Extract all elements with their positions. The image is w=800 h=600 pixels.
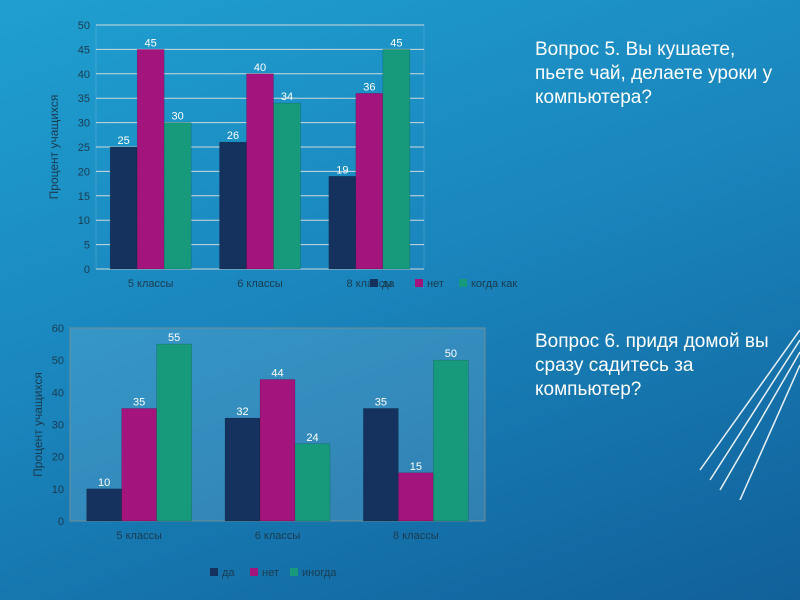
c1-y-tick-label: 0: [84, 264, 90, 276]
c2-y-tick-label: 50: [52, 355, 64, 367]
chart-question-6: 0 10 20 30 40 50 60 Процент учащихся 10 35 55 5 кла…: [30, 318, 510, 588]
c2-bar: [121, 408, 157, 522]
c1-bar: [273, 102, 301, 270]
c2-bar: [86, 488, 122, 522]
c1-y-tick-label: 45: [78, 44, 90, 56]
c2-y-tick-label: 0: [58, 516, 64, 528]
c1-y-axis-label: Процент учащихся: [47, 95, 61, 200]
c2-bar-value-label: 50: [445, 348, 457, 360]
c1-y-tick-label: 5: [84, 240, 90, 252]
c1-x-tick-label: 8 классы: [347, 278, 393, 290]
c2-legend-swatch: [210, 568, 218, 576]
c1-bar-value-label: 34: [281, 91, 293, 103]
c1-bar-value-label: 45: [145, 37, 157, 49]
c1-bar: [219, 141, 247, 270]
chart-question-5-svg: 0 5 10 15 20 25 30 35 40 45 50 Процент учащихся 25 45…: [47, 20, 517, 290]
c1-legend-swatch: [415, 279, 423, 287]
c1-bar-value-label: 19: [336, 164, 348, 176]
c1-legend-swatch: [459, 279, 467, 287]
c1-legend-swatch: [370, 279, 378, 287]
c2-y-axis-label: Процент учащихся: [31, 372, 45, 477]
c1-y-tick-label: 35: [78, 93, 90, 105]
c1-bar-value-label: 40: [254, 62, 266, 74]
c2-bar-value-label: 24: [306, 432, 318, 444]
c2-bar-value-label: 44: [271, 367, 283, 379]
c2-bar: [398, 472, 434, 522]
c2-bar: [294, 443, 331, 522]
c1-bar: [163, 122, 192, 270]
c1-bar-value-label: 25: [118, 135, 130, 147]
c2-y-tick-label: 10: [52, 484, 64, 496]
c1-legend-label: нет: [427, 278, 444, 290]
c1-legend-label: когда как: [471, 278, 517, 290]
c2-x-tick-label: 8 классы: [393, 530, 439, 542]
c1-bar: [382, 49, 411, 270]
c1-y-tick-label: 25: [78, 142, 90, 154]
chart-question-6-svg: 0 10 20 30 40 50 60 Процент учащихся 10 35 55 5 кла…: [31, 323, 486, 579]
decorative-lines: [699, 330, 800, 500]
c2-bar-value-label: 10: [98, 477, 110, 489]
c2-bar-value-label: 35: [375, 396, 387, 408]
c2-legend-swatch: [290, 568, 298, 576]
c1-y-tick-label: 20: [78, 166, 90, 178]
question-6-text: Вопрос 6. придя домой вы сразу садитесь …: [535, 331, 769, 400]
c1-bar-value-label: 26: [227, 130, 239, 142]
c1-y-tick-label: 10: [78, 215, 90, 227]
c2-bar: [224, 417, 261, 522]
c1-x-tick-label: 6 классы: [237, 278, 283, 290]
c1-bar: [136, 49, 165, 270]
c1-bar-value-label: 30: [172, 111, 184, 123]
c1-bar: [109, 146, 138, 270]
question-5-text: Вопрос 5. Вы кушаете, пьете чай, делаете…: [535, 39, 773, 108]
c1-y-tick-label: 30: [78, 118, 90, 130]
c1-x-tick-label: 5 классы: [128, 278, 174, 290]
c2-legend-label: нет: [262, 567, 279, 579]
c2-bar-value-label: 32: [236, 406, 248, 418]
c1-bar: [355, 93, 384, 270]
chart-question-5: 0 5 10 15 20 25 30 35 40 45 50 Процент учащихся 25 45…: [40, 15, 540, 300]
c2-legend-swatch: [250, 568, 258, 576]
c2-bar: [259, 379, 296, 522]
c1-legend-label: да: [382, 278, 395, 290]
c2-x-tick-label: 5 классы: [116, 530, 162, 542]
c2-bar: [433, 359, 469, 522]
c1-bar: [246, 73, 274, 270]
c1-y-tick-label: 40: [78, 69, 90, 81]
c2-bar-value-label: 35: [133, 396, 145, 408]
c2-bar: [363, 408, 399, 522]
c1-bar: [328, 176, 357, 270]
c2-y-tick-label: 20: [52, 452, 64, 464]
c1-bar-value-label: 36: [363, 81, 375, 93]
c2-legend-label: да: [222, 567, 235, 579]
c2-bar: [156, 343, 192, 522]
c2-x-tick-label: 6 классы: [255, 530, 301, 542]
c2-y-tick-label: 30: [52, 420, 64, 432]
c2-legend-label: иногда: [302, 567, 337, 579]
c2-bar-value-label: 55: [168, 332, 180, 344]
c1-y-tick-label: 50: [78, 20, 90, 32]
c1-y-tick-label: 15: [78, 191, 90, 203]
c1-bar-value-label: 45: [390, 37, 402, 49]
c2-y-tick-label: 40: [52, 387, 64, 399]
c2-y-tick-label: 60: [52, 323, 64, 335]
c2-bar-value-label: 15: [410, 461, 422, 473]
